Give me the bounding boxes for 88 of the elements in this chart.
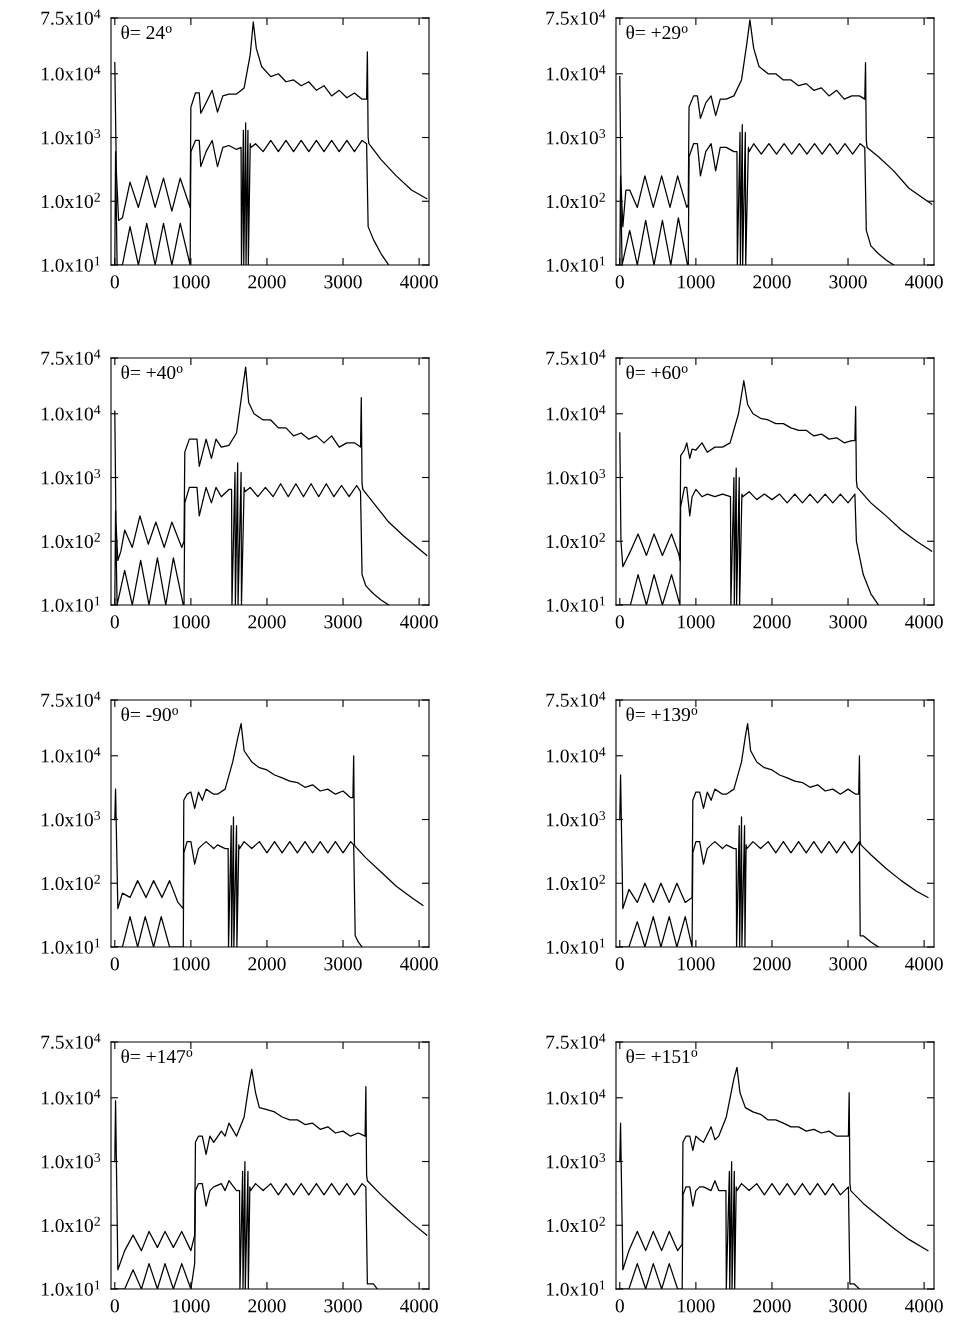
y-tick-label: 1.0x10$^{4}$ [41,65,101,81]
y-tick-label: 1.0x10$^{1}$ [41,1280,100,1296]
x-tick-label: 2000 [753,275,791,289]
x-tick-label: 1000 [173,957,210,971]
y-tick-label: 1.0x10$^{1}$ [41,256,100,272]
y-tick-label: 1.0x10$^{3}$ [546,810,606,827]
x-tick-label: 4000 [905,957,943,971]
x-tick-label: 2000 [248,957,286,971]
y-tick-label: 1.0x10$^{3}$ [546,1152,606,1169]
annotation: θ= +40$^{o}$ [121,365,183,380]
x-tick-label: 0 [110,615,119,629]
y-tick-label: 1.0x10$^{1}$ [546,1280,605,1296]
y-tick-label: 1.0x10$^{2}$ [41,874,100,891]
x-tick-label: 2000 [753,1299,791,1313]
x-tick-label: 2000 [248,615,286,629]
y-tick-label: 1.0x10$^{4}$ [41,405,101,421]
x-tick-label: 0 [615,275,624,289]
x-tick-label: 3000 [829,957,867,971]
y-tick-label: 1.0x10$^{4}$ [546,405,606,421]
y-tick-label: 1.0x10$^{3}$ [41,128,101,145]
x-tick-label: 4000 [400,615,438,629]
y-tick-label: 1.0x10$^{2}$ [546,1216,605,1233]
y-tick-label: 1.0x10$^{1}$ [546,938,605,954]
annotation: θ= +139$^{o}$ [626,707,698,722]
y-tick-label: 1.0x10$^{3}$ [546,468,606,485]
y-tick-label: 1.0x10$^{2}$ [546,532,605,549]
x-tick-label: 1000 [678,1299,715,1313]
y-tick-label: 7.5x10$^{4}$ [41,691,101,707]
x-tick-label: 0 [110,275,119,289]
x-tick-label: 3000 [324,615,362,629]
x-tick-label: 2000 [248,1299,286,1313]
y-tick-label: 1.0x10$^{4}$ [546,65,606,81]
y-tick-label: 7.5x10$^{4}$ [546,691,606,707]
y-tick-label: 1.0x10$^{2}$ [41,192,100,209]
y-tick-label: 1.0x10$^{1}$ [546,256,605,272]
y-tick-label: 1.0x10$^{3}$ [41,810,101,827]
x-tick-label: 3000 [324,275,362,289]
y-tick-label: 1.0x10$^{1}$ [41,938,100,954]
y-tick-label: 1.0x10$^{1}$ [546,596,605,612]
x-tick-label: 0 [615,1299,624,1313]
annotation: θ= 24$^{o}$ [121,25,172,40]
x-tick-label: 3000 [324,957,362,971]
x-tick-label: 0 [110,1299,119,1313]
y-tick-label: 7.5x10$^{4}$ [41,1033,101,1049]
x-tick-label: 1000 [678,615,715,629]
x-tick-label: 4000 [400,957,438,971]
y-tick-label: 7.5x10$^{4}$ [41,349,101,365]
y-tick-label: 7.5x10$^{4}$ [41,9,101,25]
y-tick-label: 1.0x10$^{3}$ [41,468,101,485]
x-tick-label: 2000 [753,615,791,629]
annotation: θ= +60$^{o}$ [626,365,688,380]
x-tick-label: 2000 [753,957,791,971]
x-tick-label: 2000 [248,275,286,289]
x-tick-label: 3000 [324,1299,362,1313]
x-tick-label: 0 [615,615,624,629]
x-tick-label: 4000 [400,1299,438,1313]
y-tick-label: 1.0x10$^{1}$ [41,596,100,612]
y-tick-label: 1.0x10$^{2}$ [546,874,605,891]
x-tick-label: 0 [110,957,119,971]
y-tick-label: 7.5x10$^{4}$ [546,9,606,25]
y-tick-label: 1.0x10$^{3}$ [41,1152,101,1169]
y-tick-label: 1.0x10$^{3}$ [546,128,606,145]
x-tick-label: 4000 [905,1299,943,1313]
x-tick-label: 3000 [829,615,867,629]
x-tick-label: 4000 [905,615,943,629]
y-tick-label: 1.0x10$^{4}$ [41,747,101,763]
x-tick-label: 4000 [400,275,438,289]
x-tick-label: 0 [615,957,624,971]
annotation: θ= -90$^{o}$ [121,707,179,722]
x-tick-label: 1000 [678,275,715,289]
x-tick-label: 3000 [829,1299,867,1313]
y-tick-label: 1.0x10$^{4}$ [41,1089,101,1105]
x-tick-label: 1000 [678,957,715,971]
x-tick-label: 3000 [829,275,867,289]
x-tick-label: 1000 [173,615,210,629]
annotation: θ= +147$^{o}$ [121,1049,193,1064]
y-tick-label: 1.0x10$^{4}$ [546,1089,606,1105]
y-tick-label: 1.0x10$^{2}$ [546,192,605,209]
y-tick-label: 7.5x10$^{4}$ [546,349,606,365]
x-tick-label: 1000 [173,1299,210,1313]
y-tick-label: 7.5x10$^{4}$ [546,1033,606,1049]
y-tick-label: 1.0x10$^{4}$ [546,747,606,763]
x-tick-label: 4000 [905,275,943,289]
annotation: θ= +151$^{o}$ [626,1049,698,1064]
y-tick-label: 1.0x10$^{2}$ [41,532,100,549]
x-tick-label: 1000 [173,275,210,289]
y-tick-label: 1.0x10$^{2}$ [41,1216,100,1233]
annotation: θ= +29$^{o}$ [626,25,688,40]
